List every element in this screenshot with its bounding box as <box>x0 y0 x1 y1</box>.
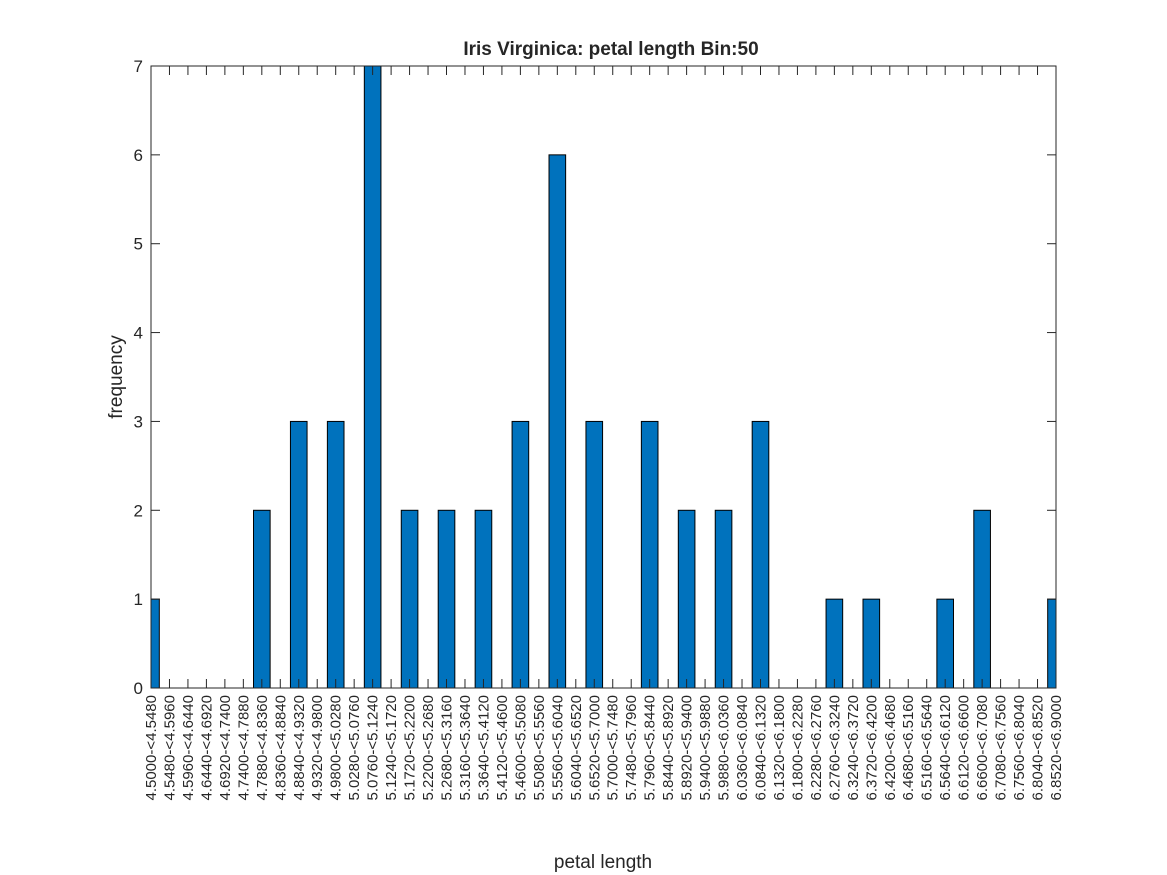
x-tick-label: 5.6520-<5.7000 <box>586 695 603 801</box>
y-tick-label: 1 <box>134 590 143 609</box>
bar <box>289 420 308 689</box>
x-axis-label: petal length <box>554 852 652 873</box>
y-tick-label: 6 <box>134 146 143 165</box>
x-tick-label: 5.5080-<5.5560 <box>531 695 548 801</box>
x-tick-label: 6.7560-<6.8040 <box>1011 695 1028 801</box>
x-tick-label: 5.5560-<5.6040 <box>549 695 566 801</box>
x-tick-label: 5.7000-<5.7480 <box>605 695 622 801</box>
bar <box>326 420 345 689</box>
x-tick-label: 4.8840-<4.9320 <box>291 695 308 801</box>
bar <box>474 509 493 689</box>
x-tick-label: 6.6600-<6.7080 <box>974 695 991 801</box>
x-tick-label: 6.2280-<6.2760 <box>808 695 825 801</box>
x-tick-label: 4.7880-<4.8360 <box>254 695 271 801</box>
bar <box>585 420 604 689</box>
x-tick-label: 6.4200-<6.4680 <box>882 695 899 801</box>
bar <box>400 509 419 689</box>
x-tick-label: 4.6440-<4.6920 <box>198 695 215 801</box>
bar <box>677 509 696 689</box>
x-tick-label: 4.9800-<5.0280 <box>328 695 345 801</box>
bar <box>825 598 844 689</box>
x-tick-label: 6.0840-<6.1320 <box>752 695 769 801</box>
x-tick-label: 4.5480-<4.5960 <box>161 695 178 801</box>
bar <box>640 420 659 689</box>
bars-group <box>150 65 1057 689</box>
x-tick-label: 5.9400-<5.9880 <box>697 695 714 801</box>
bar <box>253 509 271 689</box>
x-tick-label: 5.3160-<5.3640 <box>457 695 474 801</box>
x-tick-label: 5.1240-<5.1720 <box>383 695 400 801</box>
x-tick-label: 4.8360-<4.8840 <box>272 695 289 801</box>
y-tick-label: 7 <box>134 57 143 76</box>
x-tick-label: 5.3640-<5.4120 <box>475 695 492 801</box>
x-tick-label: 5.9880-<6.0360 <box>716 695 733 801</box>
bar <box>751 420 770 689</box>
y-axis-label: frequency <box>106 335 127 419</box>
x-tick-label: 5.0760-<5.1240 <box>365 695 382 801</box>
x-tick-label: 6.0360-<6.0840 <box>734 695 751 801</box>
x-tick-label: 4.6920-<4.7400 <box>217 695 234 801</box>
y-tick-label: 0 <box>134 679 143 698</box>
x-tick-label: 6.1320-<6.1800 <box>771 695 788 801</box>
y-tick-label: 4 <box>134 324 143 343</box>
bar <box>363 65 382 689</box>
bar <box>511 420 530 689</box>
x-tick-label: 6.2760-<6.3240 <box>826 695 843 801</box>
x-tick-label: 6.6120-<6.6600 <box>956 695 973 801</box>
bar <box>548 154 567 689</box>
x-tick-label: 6.8520-<6.9000 <box>1048 695 1065 801</box>
x-tick-label: 4.7400-<4.7880 <box>235 695 252 801</box>
bar <box>936 598 954 689</box>
x-tick-label: 4.9320-<4.9800 <box>309 695 326 801</box>
bar <box>973 509 991 689</box>
x-tick-label: 6.5160-<6.5640 <box>919 695 936 801</box>
x-tick-labels: 4.5000-<4.5480 4.5480-<4.5960 4.5960-<4.64… <box>143 695 1065 801</box>
y-tick-labels: 0 1 2 3 4 5 6 7 <box>134 57 143 698</box>
x-tick-label: 4.5960-<4.6440 <box>180 695 197 801</box>
x-tick-label: 5.7480-<5.7960 <box>623 695 640 801</box>
x-tick-label: 5.1720-<5.2200 <box>402 695 419 801</box>
x-tick-label: 6.7080-<6.7560 <box>993 695 1010 801</box>
bar <box>1047 598 1057 689</box>
x-tick-label: 5.4600-<5.5080 <box>512 695 529 801</box>
plot-area-frame <box>150 65 1057 689</box>
x-tick-label: 4.5000-<4.5480 <box>143 695 160 801</box>
ticks-group <box>150 65 1057 689</box>
bar <box>862 598 881 689</box>
x-tick-label: 5.7960-<5.8440 <box>642 695 659 801</box>
x-tick-label: 6.1800-<6.2280 <box>789 695 806 801</box>
x-tick-label: 5.4120-<5.4600 <box>494 695 511 801</box>
x-tick-label: 6.3240-<6.3720 <box>845 695 862 801</box>
y-tick-label: 2 <box>134 501 143 520</box>
bar <box>714 509 733 689</box>
x-tick-label: 6.8040-<6.8520 <box>1030 695 1047 801</box>
y-tick-label: 3 <box>134 412 143 431</box>
x-tick-label: 6.5640-<6.6120 <box>937 695 954 801</box>
chart-title: Iris Virginica: petal length Bin:50 <box>463 39 758 60</box>
x-tick-label: 6.4680-<6.5160 <box>900 695 917 801</box>
x-tick-label: 5.8440-<5.8920 <box>660 695 677 801</box>
x-tick-label: 5.0280-<5.0760 <box>346 695 363 801</box>
x-tick-label: 5.2680-<5.3160 <box>439 695 456 801</box>
bar <box>437 509 456 689</box>
bar <box>150 598 160 689</box>
x-tick-label: 5.6040-<5.6520 <box>568 695 585 801</box>
x-tick-label: 5.2200-<5.2680 <box>420 695 437 801</box>
x-tick-label: 5.8920-<5.9400 <box>679 695 696 801</box>
x-tick-label: 6.3720-<6.4200 <box>863 695 880 801</box>
y-tick-label: 5 <box>134 235 143 254</box>
